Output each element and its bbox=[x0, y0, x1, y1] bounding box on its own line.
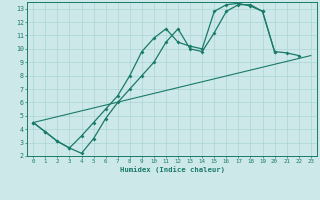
X-axis label: Humidex (Indice chaleur): Humidex (Indice chaleur) bbox=[119, 166, 225, 173]
